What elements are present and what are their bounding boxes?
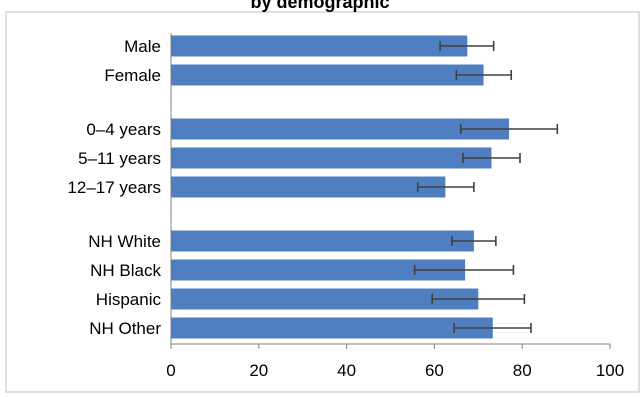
category-label: NH Other	[89, 319, 161, 338]
category-label: Female	[104, 66, 161, 85]
bar	[171, 118, 510, 140]
bar	[171, 288, 479, 310]
category-label: 12–17 years	[67, 178, 161, 197]
x-tick-label: 60	[425, 361, 444, 380]
plot-frame	[5, 11, 640, 393]
bar	[171, 230, 474, 252]
x-tick-label: 20	[249, 361, 268, 380]
category-label: Male	[124, 37, 161, 56]
x-tick-label: 80	[513, 361, 532, 380]
bar	[171, 176, 446, 198]
category-label: Hispanic	[96, 290, 162, 309]
bar	[171, 147, 492, 169]
category-label: NH Black	[90, 261, 161, 280]
bar	[171, 64, 484, 86]
category-label: 0–4 years	[86, 120, 161, 139]
x-tick-label: 0	[166, 361, 175, 380]
x-tick-label: 40	[337, 361, 356, 380]
category-label: 5–11 years	[78, 149, 161, 168]
bar	[171, 259, 466, 281]
chart-title-fragment: by demographic	[250, 0, 390, 12]
bar	[171, 35, 468, 57]
category-label: NH White	[88, 232, 161, 251]
x-tick-label: 100	[596, 361, 624, 380]
bar	[171, 317, 493, 339]
